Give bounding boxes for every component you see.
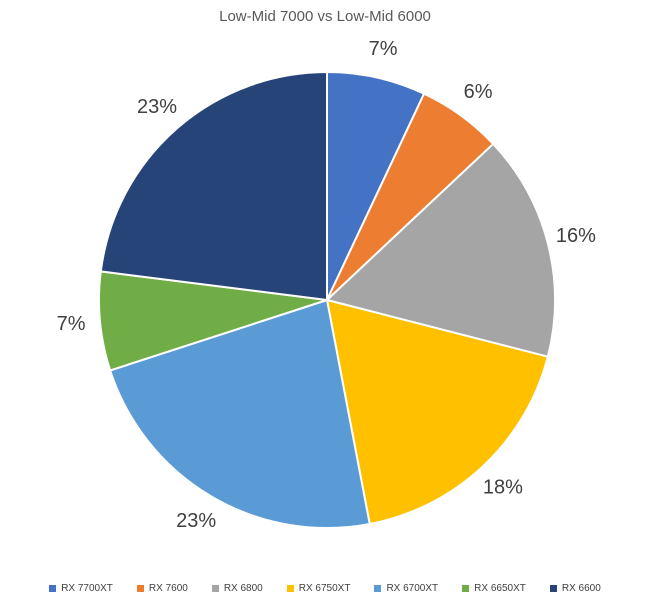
legend-swatch-icon	[462, 585, 470, 592]
pie-slice-rx-6700xt	[109, 299, 371, 529]
legend-label: RX 6600	[561, 583, 601, 594]
legend-label: RX 6700XT	[386, 583, 439, 594]
legend-swatch-icon	[49, 585, 57, 592]
pie-slice-rx-6800	[326, 142, 556, 358]
slice-label-rx-7600: 6%	[464, 81, 493, 103]
chart-title: Low-Mid 7000 vs Low-Mid 6000	[219, 8, 431, 25]
legend-item-rx-6750xt: RX 6750XT	[286, 583, 351, 594]
legend-item-rx-6700xt: RX 6700XT	[374, 583, 438, 594]
legend-swatch-icon	[374, 585, 382, 592]
legend-label: RX 6750XT	[298, 583, 351, 594]
legend-label: RX 7700XT	[61, 583, 113, 594]
slice-label-rx-6650xt: 7%	[57, 313, 86, 335]
pie-slice-rx-6600	[99, 71, 328, 301]
legend-item-rx-7700xt: RX 7700XT	[49, 583, 113, 594]
legend-item-rx-7600: RX 7600	[136, 583, 188, 594]
legend-label: RX 6800	[223, 583, 263, 594]
legend-swatch-icon	[549, 585, 557, 592]
legend-swatch-icon	[136, 585, 144, 592]
legend-label: RX 6650XT	[474, 583, 526, 594]
pie-slice-rx-6750xt	[326, 299, 549, 525]
legend-item-rx-6800: RX 6800	[211, 583, 263, 594]
pie-chart: 7% 6% 16% 18% 23% 7% 23%	[57, 38, 596, 532]
legend-swatch-icon	[211, 585, 219, 592]
slice-label-rx-6750xt: 18%	[483, 476, 523, 498]
legend-swatch-icon	[286, 585, 294, 592]
slice-label-rx-7700xt: 7%	[369, 38, 398, 60]
slice-label-rx-6800: 16%	[556, 225, 596, 247]
legend-item-rx-6650xt: RX 6650XT	[462, 583, 526, 594]
legend-label: RX 7600	[148, 583, 188, 594]
slice-label-rx-6700xt: 23%	[176, 510, 216, 532]
chart-legend: RX 7700XT RX 7600 RX 6800 RX 6750XT RX 6700X…	[0, 583, 650, 594]
slice-label-rx-6600: 23%	[137, 96, 177, 118]
legend-item-rx-6600: RX 6600	[549, 583, 601, 594]
